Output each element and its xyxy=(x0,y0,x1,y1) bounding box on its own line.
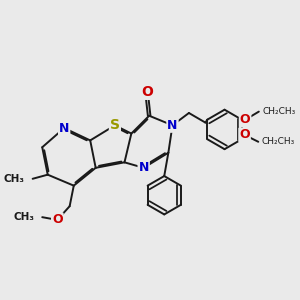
Text: O: O xyxy=(52,213,63,226)
Text: S: S xyxy=(110,118,120,132)
Text: O: O xyxy=(239,128,250,141)
Text: N: N xyxy=(167,119,178,132)
Text: CH₃: CH₃ xyxy=(14,212,34,222)
Text: N: N xyxy=(59,122,69,135)
Text: O: O xyxy=(141,85,153,99)
Text: N: N xyxy=(139,161,149,174)
Text: CH₂CH₃: CH₂CH₃ xyxy=(262,137,295,146)
Text: CH₂CH₃: CH₂CH₃ xyxy=(262,107,296,116)
Text: CH₃: CH₃ xyxy=(4,174,25,184)
Text: O: O xyxy=(240,113,250,126)
